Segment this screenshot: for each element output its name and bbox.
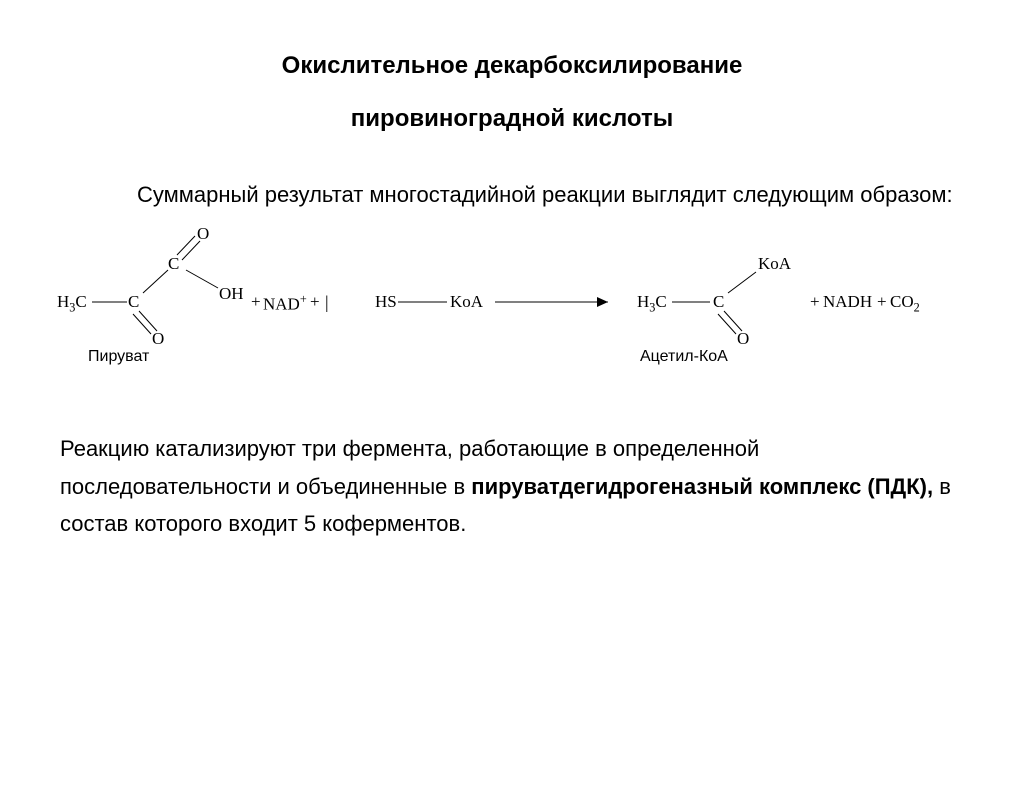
product-co2: CO2 — [890, 292, 920, 315]
pyruvate-o2: O — [152, 329, 164, 349]
acetyl-ch3: H3C — [637, 292, 667, 315]
product-nadh: NADH — [823, 292, 872, 312]
intro-paragraph: Суммарный результат многостадийной реакц… — [60, 174, 964, 216]
pyruvate-o1: O — [197, 224, 209, 244]
reagent-nad: NAD+ — [263, 292, 307, 315]
acetyl-label: Ацетил-КоА — [640, 348, 728, 366]
acetyl-c1: C — [713, 292, 724, 312]
pyruvate-c1: C — [128, 292, 139, 312]
pyruvate-label: Пируват — [88, 348, 149, 366]
product-plus-2: + — [877, 292, 887, 312]
outro-text-b: пируватдегидрогеназный комплекс (ПДК), — [471, 474, 933, 499]
acetyl-o: O — [737, 329, 749, 349]
reagent-koa: KoA — [450, 292, 483, 312]
reaction-scheme: H3C C O C O OH Пируват + NAD+ + | HS KoA… — [0, 230, 1024, 390]
pyruvate-ch3: H3C — [57, 292, 87, 315]
reagent-plus-1: + — [251, 292, 261, 312]
title-line-1: Окислительное декарбоксилирование — [282, 52, 743, 79]
acetyl-koa: KoA — [758, 254, 791, 274]
page-title: Окислительное декарбоксилирование пирови… — [0, 40, 1024, 146]
pyruvate-oh: OH — [219, 284, 244, 304]
reagent-plus-2: + — [310, 292, 320, 312]
pre-hs: | — [325, 292, 329, 313]
product-plus-1: + — [810, 292, 820, 312]
outro-paragraph: Реакцию катализируют три фермента, работ… — [60, 430, 964, 542]
title-line-2: пировиноградной кислоты — [351, 105, 673, 132]
pyruvate-c2: C — [168, 254, 179, 274]
reagent-hs: HS — [375, 292, 397, 312]
